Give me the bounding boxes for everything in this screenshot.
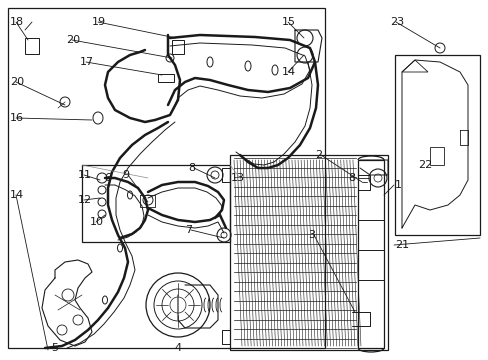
Text: 6: 6 <box>104 173 111 183</box>
Text: 7: 7 <box>184 225 192 235</box>
Text: 22: 22 <box>417 160 431 170</box>
Text: 14: 14 <box>282 67 296 77</box>
Text: 16: 16 <box>10 113 24 123</box>
Text: 18: 18 <box>10 17 24 27</box>
Bar <box>25 38 39 54</box>
Text: 9: 9 <box>122 170 129 180</box>
Text: 13: 13 <box>230 173 244 183</box>
Text: 17: 17 <box>80 57 94 67</box>
Bar <box>82 165 229 242</box>
Text: 19: 19 <box>92 17 106 27</box>
Text: 3: 3 <box>307 230 314 240</box>
Text: 23: 23 <box>389 17 403 27</box>
Text: 8: 8 <box>347 173 354 183</box>
Text: 4: 4 <box>174 343 181 353</box>
Bar <box>158 74 174 82</box>
Text: 21: 21 <box>394 240 408 250</box>
Text: 12: 12 <box>78 195 92 205</box>
Text: 15: 15 <box>282 17 295 27</box>
Text: 8: 8 <box>187 163 195 173</box>
Bar <box>8 8 325 348</box>
Text: 20: 20 <box>66 35 80 45</box>
Text: 5: 5 <box>51 343 59 353</box>
Text: 14: 14 <box>10 190 24 200</box>
Bar <box>172 40 183 54</box>
Text: 2: 2 <box>314 150 322 160</box>
Bar <box>429 147 443 165</box>
Bar <box>394 55 479 235</box>
Text: 10: 10 <box>90 217 104 227</box>
Bar <box>229 155 387 350</box>
Text: 1: 1 <box>394 180 401 190</box>
Text: 20: 20 <box>10 77 24 87</box>
Text: 11: 11 <box>78 170 92 180</box>
Bar <box>357 160 383 348</box>
